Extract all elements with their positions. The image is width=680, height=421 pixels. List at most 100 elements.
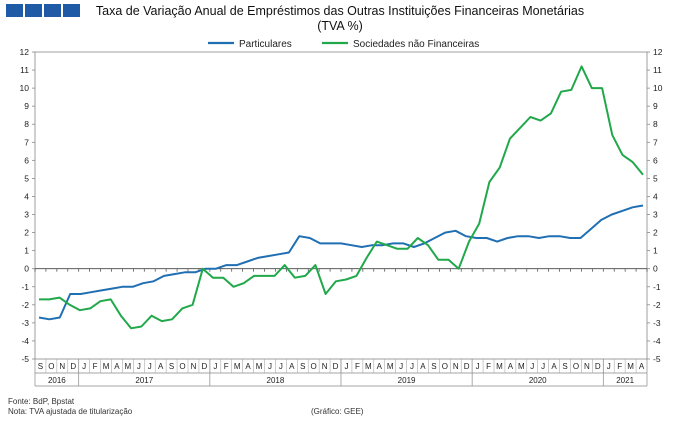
y-tick-label-left: 0 (24, 264, 29, 274)
x-tick-label-year: 2019 (398, 376, 416, 385)
x-tick-label-month: J (148, 362, 152, 371)
x-tick-label-month: J (530, 362, 534, 371)
footer-source: Fonte: BdP, Bpstat (8, 397, 75, 406)
x-tick-label-month: D (202, 362, 208, 371)
footer-credit: (Gráfico: GEE) (311, 407, 364, 416)
x-tick-label-month: J (476, 362, 480, 371)
y-tick-label-left: -1 (21, 282, 29, 292)
y-tick-label-left: 4 (24, 191, 29, 201)
y-tick-label-left: -2 (21, 300, 29, 310)
x-tick-label-month: J (410, 362, 414, 371)
y-tick-label-right: 5 (653, 173, 658, 183)
x-tick-label-month: J (82, 362, 86, 371)
y-tick-label-right: 9 (653, 101, 658, 111)
y-tick-label-right: 0 (653, 264, 658, 274)
y-tick-label-right: 4 (653, 191, 658, 201)
x-tick-label-month: O (48, 362, 54, 371)
chart-title-line2: (TVA %) (317, 19, 363, 33)
chart-title: Taxa de Variação Anual de Empréstimos da… (0, 4, 680, 34)
x-tick-label-month: A (639, 362, 645, 371)
y-tick-label-left: 1 (24, 246, 29, 256)
x-tick-label-month: N (453, 362, 459, 371)
y-tick-label-right: 6 (653, 155, 658, 165)
y-tick-label-left: 12 (20, 47, 30, 57)
series-line-particulares (38, 204, 644, 321)
x-tick-label-month: J (279, 362, 283, 371)
x-tick-label-month: A (551, 362, 557, 371)
x-tick-label-month: M (627, 362, 634, 371)
x-tick-label-month: A (114, 362, 120, 371)
x-tick-label-month: N (191, 362, 197, 371)
x-tick-label-year: 2018 (267, 376, 285, 385)
y-tick-label-left: 5 (24, 173, 29, 183)
x-tick-label-month: J (137, 362, 141, 371)
x-tick-label-month: S (431, 362, 436, 371)
logo-square (6, 4, 23, 17)
x-tick-label-month: D (595, 362, 601, 371)
y-tick-label-left: -5 (21, 354, 29, 364)
x-tick-label-year: 2020 (529, 376, 547, 385)
y-tick-label-right: 1 (653, 246, 658, 256)
x-tick-label-month: A (377, 362, 383, 371)
x-tick-label-month: N (59, 362, 65, 371)
y-tick-label-right: 10 (653, 83, 663, 93)
x-tick-label-year: 2017 (135, 376, 153, 385)
x-tick-label-month: A (508, 362, 514, 371)
x-tick-label-month: N (584, 362, 590, 371)
x-tick-label-month: J (399, 362, 403, 371)
x-tick-label-month: O (179, 362, 185, 371)
logo-square (25, 4, 42, 17)
x-tick-label-month: S (169, 362, 174, 371)
y-tick-label-right: 2 (653, 228, 658, 238)
x-tick-label-month: D (70, 362, 76, 371)
x-tick-label-month: S (300, 362, 305, 371)
x-tick-label-month: D (333, 362, 339, 371)
y-tick-label-left: 10 (20, 83, 30, 93)
y-tick-label-right: 12 (653, 47, 663, 57)
y-tick-label-right: 11 (653, 65, 662, 75)
x-tick-label-month: M (365, 362, 372, 371)
x-tick-label-month: D (464, 362, 470, 371)
y-tick-label-left: 8 (24, 119, 29, 129)
x-tick-label-month: O (442, 362, 448, 371)
legend-label-particulares: Particulares (239, 39, 292, 50)
x-tick-label-month: F (224, 362, 229, 371)
y-tick-label-left: 7 (24, 137, 29, 147)
x-tick-label-month: S (38, 362, 43, 371)
x-tick-label-month: M (125, 362, 132, 371)
x-tick-label-month: M (234, 362, 241, 371)
y-tick-label-right: -1 (653, 282, 661, 292)
y-tick-label-left: 11 (20, 65, 29, 75)
y-tick-label-left: -3 (21, 318, 29, 328)
plot-frame (34, 51, 648, 360)
y-tick-label-left: 3 (24, 210, 29, 220)
legend-label-sociedades: Sociedades não Financeiras (353, 39, 479, 50)
x-tick-label-month: O (573, 362, 579, 371)
y-tick-label-right: -5 (653, 354, 661, 364)
x-tick-label-month: M (103, 362, 110, 371)
chart-title-line1: Taxa de Variação Anual de Empréstimos da… (95, 4, 585, 18)
y-tick-label-right: 3 (653, 210, 658, 220)
x-tick-label-month: F (486, 362, 491, 371)
x-tick-label-month: S (562, 362, 567, 371)
x-tick-label-month: A (289, 362, 295, 371)
logo-square (44, 4, 61, 17)
y-tick-label-right: 7 (653, 137, 658, 147)
x-tick-label-month: M (518, 362, 525, 371)
x-tick-label-month: M (256, 362, 263, 371)
x-tick-label-month: J (344, 362, 348, 371)
x-tick-label-month: F (355, 362, 360, 371)
footer-note: Nota: TVA ajustada de titularização (8, 407, 133, 416)
x-tick-label-month: M (496, 362, 503, 371)
y-tick-label-right: -3 (653, 318, 661, 328)
x-tick-label-month: A (245, 362, 251, 371)
x-tick-label-month: M (387, 362, 394, 371)
logo-square (63, 4, 80, 17)
x-tick-label-month: A (420, 362, 426, 371)
x-tick-label-month: F (617, 362, 622, 371)
x-tick-label-month: J (607, 362, 611, 371)
y-tick-label-left: 9 (24, 101, 29, 111)
x-tick-label-year: 2016 (48, 376, 66, 385)
x-tick-label-month: A (158, 362, 164, 371)
